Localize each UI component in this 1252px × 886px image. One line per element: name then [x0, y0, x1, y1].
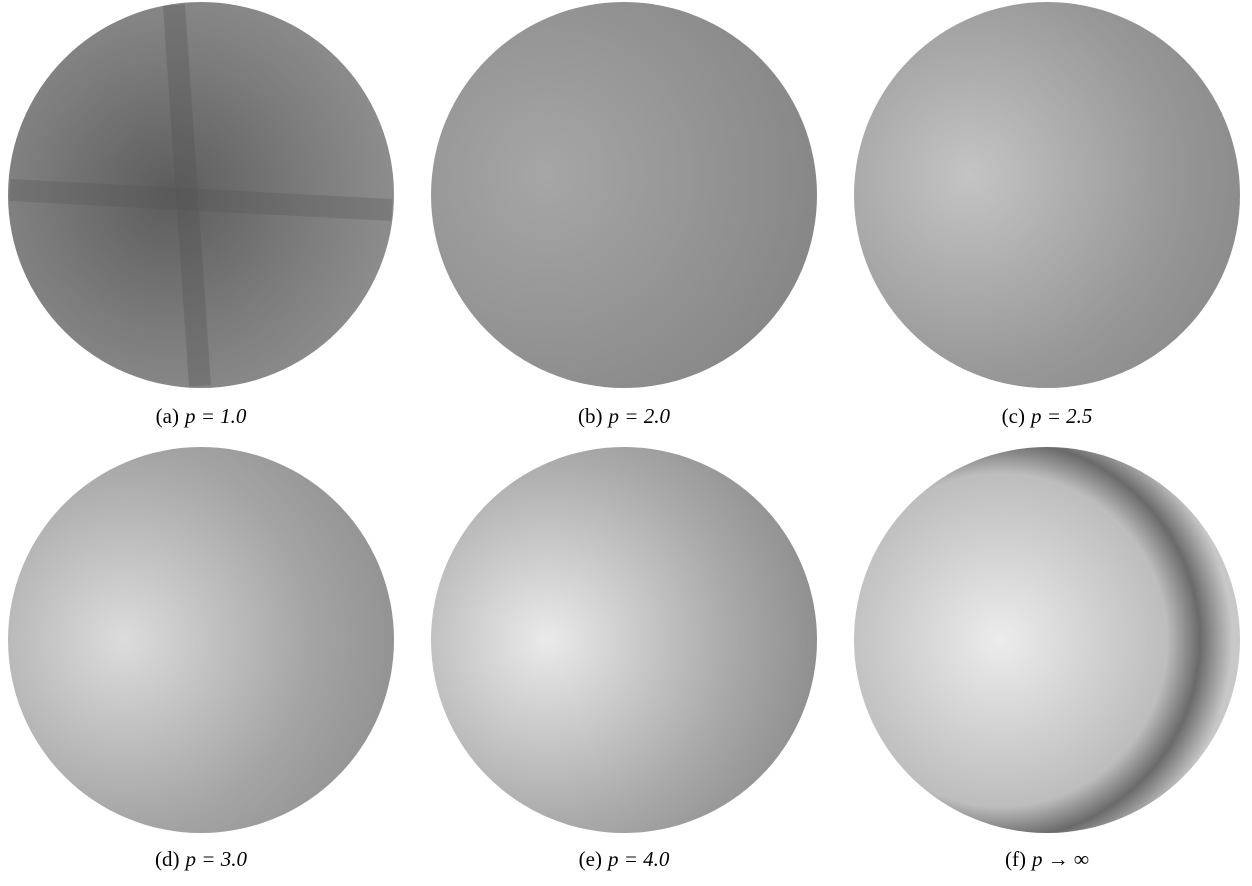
caption-math: p = 2.0 — [607, 404, 671, 428]
caption-label: (e) — [579, 847, 602, 871]
sphere — [431, 2, 817, 388]
caption-math: p = 2.5 — [1029, 404, 1092, 428]
caption-math: p = 3.0 — [184, 847, 248, 871]
sphere — [431, 447, 817, 833]
panel-a — [8, 2, 394, 388]
caption: (c)p = 2.5 — [1002, 404, 1093, 428]
caption-math: p = 1.0 — [183, 404, 247, 428]
caption-label: (d) — [155, 847, 180, 871]
caption-math: p = 4.0 — [606, 847, 670, 871]
caption-label: (b) — [578, 404, 603, 428]
caption-math: p → ∞ — [1030, 847, 1089, 871]
sphere — [854, 2, 1240, 388]
caption: (d)p = 3.0 — [155, 847, 247, 871]
caption-label: (a) — [156, 404, 179, 428]
caption-label: (c) — [1002, 404, 1025, 428]
caption: (f)p → ∞ — [1005, 847, 1089, 871]
caption-label: (f) — [1005, 847, 1026, 871]
caption: (b)p = 2.0 — [578, 404, 670, 428]
sphere — [8, 447, 394, 833]
figure: (a)p = 1.0 (b)p = 2.0 (c)p = 2.5 (d)p = 3.0… — [0, 0, 1252, 886]
caption: (a)p = 1.0 — [156, 404, 247, 428]
caption: (e)p = 4.0 — [579, 847, 670, 871]
sphere — [854, 447, 1240, 833]
